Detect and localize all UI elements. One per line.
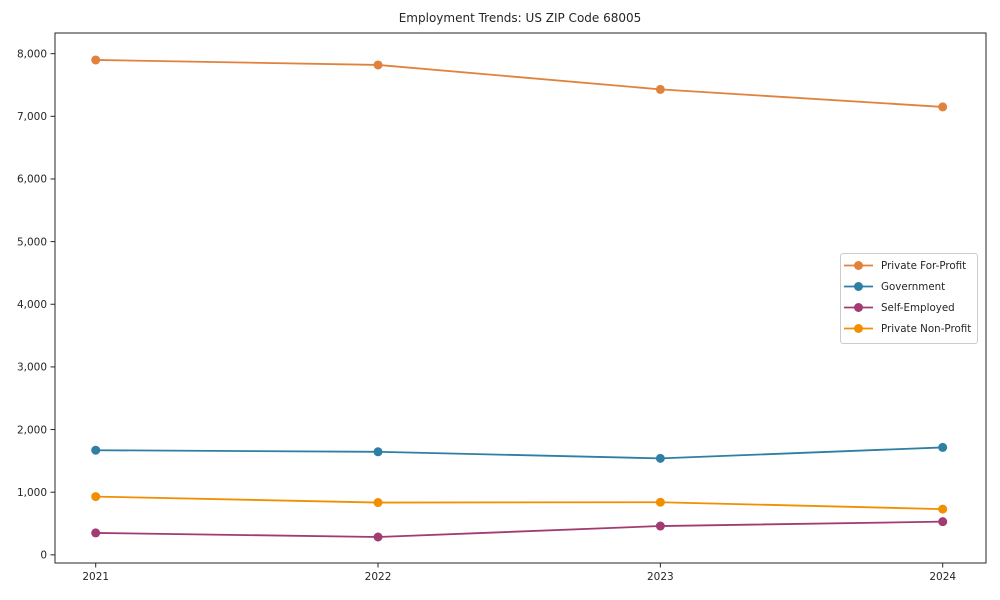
- plot-border: [54, 32, 987, 564]
- data-point-private-for-profit-2022: [373, 60, 383, 70]
- data-point-government-2023: [655, 453, 665, 463]
- data-point-private-non-profit-2022: [373, 498, 383, 508]
- legend-marker-dot-private-non-profit: [854, 324, 863, 333]
- x-axis-tick-label: 2022: [365, 571, 392, 583]
- data-point-self-employed-2023: [655, 521, 665, 531]
- y-axis-tick-label: 4,000: [17, 299, 47, 311]
- data-point-private-for-profit-2024: [938, 102, 948, 112]
- series-line-private-non-profit: [95, 495, 943, 511]
- legend-marker-dot-government: [854, 282, 863, 291]
- y-axis-tick-label: 2,000: [17, 424, 47, 436]
- legend-label-private-non-profit: Private Non-Profit: [881, 323, 971, 335]
- legend-box: [840, 253, 978, 344]
- data-point-self-employed-2021: [91, 528, 101, 538]
- chart-title: Employment Trends: US ZIP Code 68005: [399, 11, 642, 25]
- legend-marker-dot-private-for-profit: [854, 261, 863, 270]
- x-axis-tick-label: 2021: [82, 571, 109, 583]
- data-point-private-for-profit-2023: [655, 84, 665, 94]
- y-axis-tick-label: 6,000: [17, 174, 47, 186]
- y-axis-tick-label: 7,000: [17, 111, 47, 123]
- data-point-private-non-profit-2024: [938, 504, 948, 514]
- legend-label-self-employed: Self-Employed: [881, 302, 955, 314]
- series-line-government: [95, 446, 943, 460]
- y-axis-tick-label: 0: [40, 550, 47, 562]
- y-axis-tick-label: 1,000: [17, 487, 47, 499]
- series-line-private-for-profit: [95, 59, 943, 108]
- legend-label-government: Government: [881, 281, 945, 293]
- data-point-government-2022: [373, 447, 383, 457]
- data-point-private-non-profit-2021: [91, 492, 101, 502]
- data-point-self-employed-2022: [373, 532, 383, 542]
- legend-label-private-for-profit: Private For-Profit: [881, 260, 966, 272]
- data-point-government-2024: [938, 442, 948, 452]
- y-axis-tick-label: 8,000: [17, 48, 47, 60]
- y-axis-tick-label: 5,000: [17, 236, 47, 248]
- data-point-private-for-profit-2021: [91, 55, 101, 65]
- data-point-self-employed-2024: [938, 517, 948, 527]
- y-axis-tick-label: 3,000: [17, 362, 47, 374]
- x-axis-tick-label: 2023: [647, 571, 674, 583]
- data-point-private-non-profit-2023: [655, 497, 665, 507]
- data-point-government-2021: [91, 445, 101, 455]
- x-axis-tick-label: 2024: [929, 571, 956, 583]
- series-line-self-employed: [95, 520, 943, 538]
- legend-marker-dot-self-employed: [854, 303, 863, 312]
